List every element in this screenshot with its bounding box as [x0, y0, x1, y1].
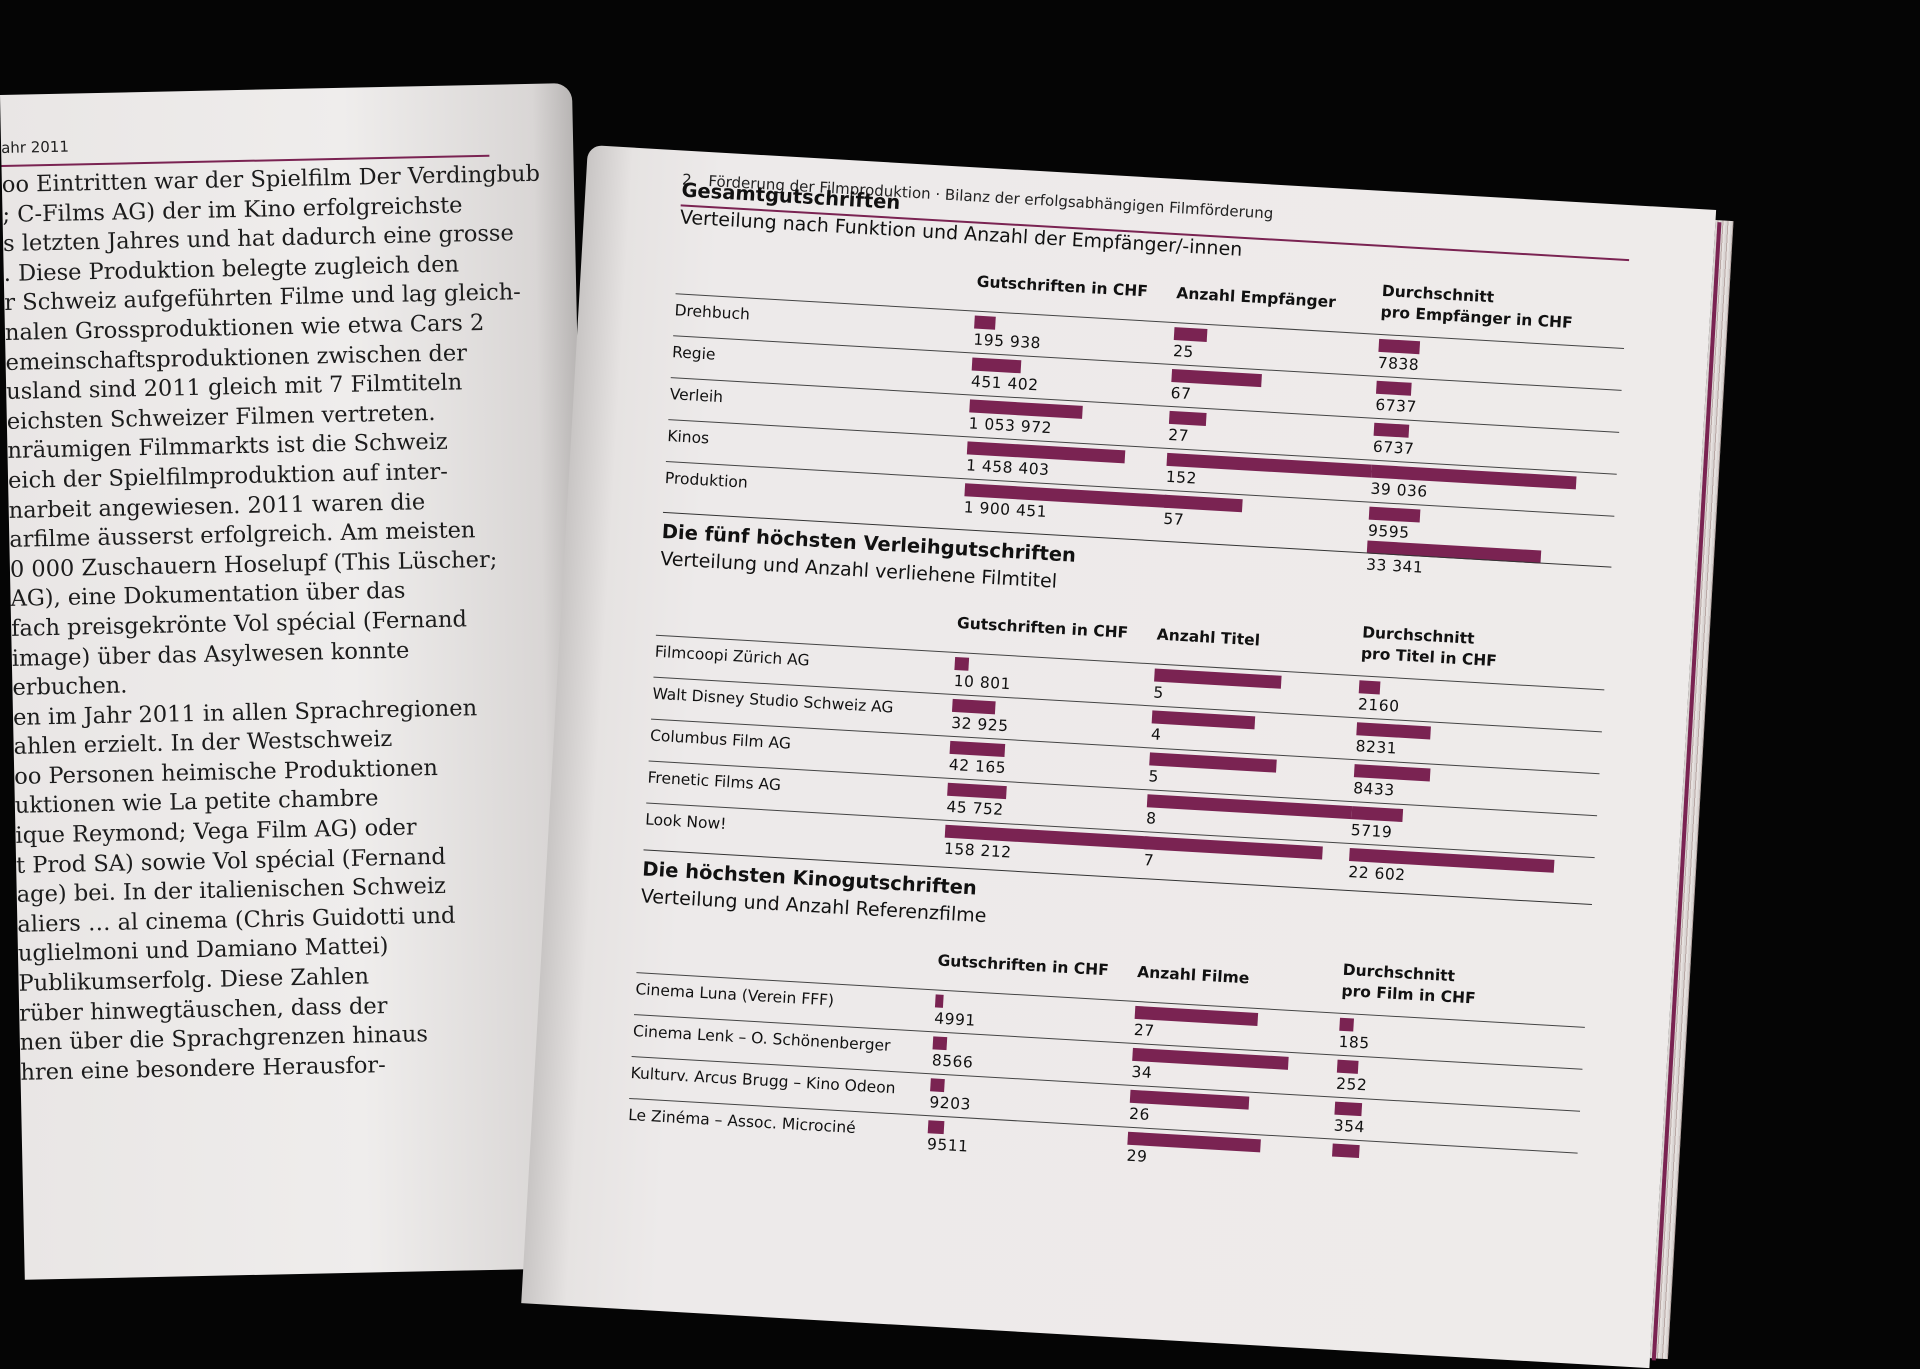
- value-anzahl: 67: [1170, 383, 1192, 404]
- value-durchschnitt: 7838: [1377, 353, 1420, 375]
- bar-gutschriften: [951, 698, 996, 715]
- value-anzahl: 29: [1126, 1146, 1148, 1166]
- column-header-durchschnitt: Durchschnitt pro Empfänger in CHF: [1380, 281, 1574, 332]
- row-label: Columbus Film AG: [649, 726, 792, 753]
- value-anzahl: 8: [1145, 809, 1158, 828]
- bar-durchschnitt: [1373, 422, 1410, 438]
- value-durchschnitt: 185: [1338, 1032, 1371, 1053]
- column-header-anzahl: Anzahl Empfänger: [1175, 284, 1337, 312]
- bar-anzahl: [1149, 752, 1277, 773]
- value-durchschnitt: 39 036: [1369, 479, 1429, 501]
- row-label: Look Now!: [644, 810, 727, 834]
- value-anzahl: 26: [1128, 1104, 1151, 1124]
- row-label: Cinema Luna (Verein FFF): [634, 980, 835, 1010]
- bar-durchschnitt: [1334, 1101, 1363, 1117]
- column-header-gutschriften: Gutschriften in CHF: [976, 272, 1149, 301]
- value-durchschnitt: 2160: [1357, 695, 1400, 716]
- body-text: oo Eintritten war der Spielfilm Der Verd…: [2, 160, 541, 1088]
- bar-durchschnitt: [1368, 506, 1421, 523]
- value-anzahl: 4: [1150, 725, 1162, 744]
- page-edge-accent: [1651, 222, 1722, 1361]
- value-gutschriften: 10 801: [953, 671, 1012, 694]
- bar-durchschnitt: [1336, 1059, 1359, 1074]
- row-label: Verleih: [669, 385, 724, 407]
- value-anzahl: 7: [1143, 851, 1155, 870]
- value-gutschriften: 195 938: [972, 330, 1042, 353]
- value-durchschnitt: 8433: [1352, 779, 1396, 800]
- value-durchschnitt: 252: [1335, 1074, 1368, 1095]
- value-anzahl: 5: [1152, 683, 1165, 703]
- value-durchschnitt: 6737: [1374, 395, 1418, 417]
- bar-gutschriften: [954, 656, 970, 671]
- column-header-anzahl: Anzahl Filme: [1136, 963, 1250, 988]
- row-label: Produktion: [664, 468, 749, 492]
- row-label: Kinos: [666, 427, 710, 448]
- bar-anzahl: [1168, 410, 1207, 427]
- value-gutschriften: 8566: [931, 1051, 974, 1072]
- bar-gutschriften: [932, 1036, 948, 1051]
- column-header-anzahl: Anzahl Titel: [1156, 625, 1261, 650]
- value-anzahl: 5: [1148, 767, 1160, 786]
- bar-durchschnitt: [1332, 1143, 1360, 1159]
- bar-gutschriften: [947, 782, 1007, 800]
- bar-anzahl: [1151, 710, 1256, 730]
- value-anzahl: 27: [1133, 1020, 1156, 1041]
- value-gutschriften: 451 402: [970, 372, 1040, 395]
- bar-gutschriften: [974, 315, 996, 330]
- bar-gutschriften: [971, 357, 1022, 374]
- value-durchschnitt: 6737: [1372, 437, 1415, 459]
- bar-gutschriften: [930, 1078, 945, 1093]
- right-page: 2 Förderung der Filmproduktion · Bilanz …: [521, 145, 1734, 1369]
- bar-anzahl: [1173, 327, 1208, 342]
- column-header-gutschriften: Gutschriften in CHF: [937, 951, 1110, 980]
- value-gutschriften: 45 752: [945, 797, 1005, 820]
- row-label: Filmcoopi Zürich AG: [654, 642, 811, 670]
- value-gutschriften: 1 053 972: [968, 414, 1053, 438]
- bar-gutschriften: [949, 740, 1006, 757]
- value-durchschnitt: 5719: [1350, 821, 1393, 842]
- value-anzahl: 25: [1172, 342, 1195, 362]
- row-label: Le Zinéma – Assoc. Microciné: [627, 1105, 857, 1138]
- row-label: Frenetic Films AG: [647, 768, 782, 795]
- left-page: ahr 2011 oo Eintritten war der Spielfilm…: [0, 83, 597, 1280]
- value-gutschriften: 9203: [928, 1093, 972, 1114]
- value-anzahl: 27: [1167, 425, 1190, 446]
- table-section: Gesamtgutschriften Verteilung nach Funkti…: [664, 178, 1630, 577]
- value-gutschriften: 9511: [926, 1135, 969, 1156]
- value-gutschriften: 42 165: [948, 755, 1007, 778]
- value-gutschriften: 158 212: [943, 839, 1013, 862]
- value-durchschnitt: 354: [1333, 1116, 1366, 1137]
- value-durchschnitt: 22 602: [1347, 862, 1407, 885]
- bar-gutschriften: [934, 994, 944, 1008]
- bar-durchschnitt: [1375, 380, 1412, 396]
- bar-durchschnitt: [1351, 806, 1404, 823]
- value-anzahl: 34: [1131, 1062, 1153, 1083]
- column-header-durchschnitt: Durchschnitt pro Titel in CHF: [1360, 623, 1498, 671]
- value-durchschnitt: 8231: [1355, 737, 1398, 758]
- column-header-durchschnitt: Durchschnitt pro Film in CHF: [1341, 960, 1477, 1008]
- value-gutschriften: 4991: [933, 1009, 977, 1030]
- bar-durchschnitt: [1339, 1017, 1354, 1032]
- value-gutschriften: 1 458 403: [965, 456, 1050, 480]
- value-anzahl: 152: [1165, 467, 1198, 488]
- bar-durchschnitt: [1378, 338, 1421, 355]
- row-label: Regie: [671, 343, 716, 364]
- row-label: Drehbuch: [674, 301, 751, 324]
- bar-gutschriften: [927, 1120, 945, 1135]
- bar-anzahl: [1154, 668, 1282, 689]
- column-header-gutschriften: Gutschriften in CHF: [956, 614, 1129, 642]
- running-head: ahr 2011: [0, 137, 70, 157]
- bar-durchschnitt: [1358, 680, 1381, 695]
- value-gutschriften: 32 925: [950, 713, 1010, 736]
